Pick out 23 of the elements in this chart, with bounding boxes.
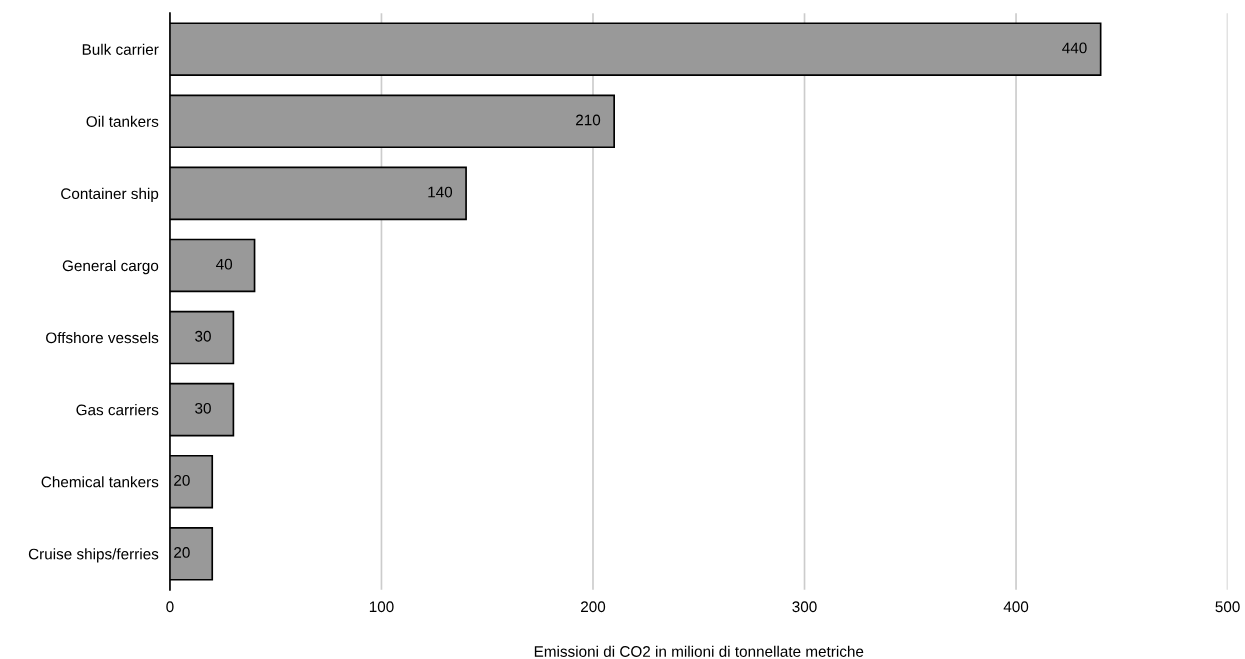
x-tick-label: 500 (1215, 601, 1240, 613)
data-label: 20 (174, 474, 190, 486)
data-label: 30 (195, 330, 211, 342)
x-tick-label: 200 (581, 601, 606, 613)
y-tick-label: Cruise ships/ferries (28, 548, 159, 563)
y-tick-label: Offshore vessels (46, 332, 159, 344)
x-axis-title: Emissioni di CO2 in milioni di tonnellate metriche (534, 645, 864, 657)
y-tick-label: General cargo (62, 259, 159, 275)
x-tick-label: 300 (792, 601, 817, 613)
data-label: 20 (174, 547, 190, 558)
y-tick-label: Container ship (61, 187, 159, 203)
x-tick-label: 100 (369, 601, 394, 613)
y-tick-label: Bulk carrier (82, 43, 159, 55)
x-tick-label: 400 (1003, 601, 1029, 613)
data-label: 140 (428, 186, 453, 198)
data-label: 440 (1062, 42, 1087, 54)
y-tick-label: Gas carriers (76, 404, 159, 416)
data-label: 30 (195, 402, 211, 414)
y-tick-label: Chemical tankers (41, 476, 159, 488)
y-tick-label: Oil tankers (86, 115, 159, 127)
data-label: 40 (216, 258, 233, 270)
data-label: 210 (576, 114, 601, 126)
x-tick-label: 0 (166, 601, 174, 613)
